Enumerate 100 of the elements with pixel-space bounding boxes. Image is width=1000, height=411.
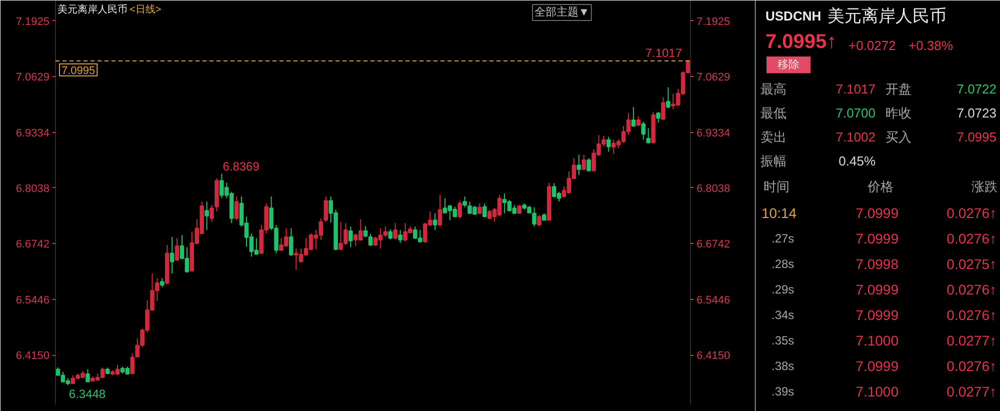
y-tick-label: 6.4150 (16, 350, 50, 362)
y-tick-label: 6.9334 (16, 127, 50, 140)
text: 卖出 (760, 130, 786, 145)
text: 7.0999 (856, 281, 899, 298)
candlestick (646, 128, 650, 144)
text: 涨跌 (972, 178, 998, 194)
candlestick (582, 154, 586, 170)
candlestick (432, 212, 438, 231)
text: 0.0275↑ (946, 256, 997, 272)
y-tick-label: 6.8038 (16, 182, 50, 195)
y2-tick-label: 6.6742 (696, 238, 730, 251)
candlestick (234, 196, 239, 221)
text: 开盘 (886, 81, 912, 96)
text: 0.0277↑ (946, 384, 997, 400)
candlestick (348, 226, 353, 248)
candlestick (537, 214, 542, 227)
candlestick (458, 200, 462, 219)
candlestick (462, 196, 467, 208)
ref-line-label: 7.0995 (62, 64, 96, 77)
text: 昨收 (886, 106, 912, 121)
text: 0.0276↑ (946, 307, 997, 324)
text: 7.1000 (856, 384, 899, 400)
candlestick (586, 158, 591, 172)
text: 0.0276↑ (946, 358, 997, 374)
text: .27s (772, 231, 794, 246)
chart-title: 美元离岸人民币 (58, 4, 128, 16)
candlestick (517, 204, 522, 215)
text: 7.1017 (836, 81, 876, 96)
candlestick (160, 278, 164, 288)
text: 7.0999 (856, 307, 899, 324)
candlestick (478, 202, 482, 215)
y2-tick-label: 6.9334 (696, 127, 730, 140)
candlestick (482, 202, 487, 218)
candlestick (368, 233, 373, 246)
candlestick (174, 238, 180, 262)
text: 最低 (760, 106, 786, 121)
text: 7.0999 (856, 358, 899, 374)
text: .29s (772, 282, 794, 296)
candlestick (636, 116, 641, 126)
candlestick (641, 121, 646, 140)
text: 7.0998 (856, 256, 899, 272)
text: 7.0999 (856, 204, 899, 221)
annotation: 全部主题▼ (534, 6, 590, 18)
text: +0.0272 (848, 38, 896, 54)
annotation: 6.3448 (68, 387, 106, 402)
text: +0.38% (908, 38, 954, 54)
y-tick-label: 7.0629 (16, 72, 50, 84)
candlestick (393, 222, 398, 240)
text: .28s (772, 256, 794, 271)
y-tick-label: 6.5446 (16, 294, 50, 306)
text: .38s (772, 359, 794, 374)
text: 0.0276↑ (946, 230, 997, 246)
text: 0.0277↑ (946, 332, 997, 349)
text: 价格 (866, 178, 894, 194)
text: 振幅 (760, 154, 786, 169)
candlestick (438, 194, 442, 227)
text: 移除 (778, 58, 800, 71)
chart-subtitle: <日线> (130, 4, 162, 16)
text: 7.1002 (836, 130, 876, 145)
y2-tick-label: 6.5446 (696, 294, 730, 306)
text: 买入 (886, 130, 912, 145)
text: 时间 (764, 178, 790, 194)
text: .34s (772, 308, 794, 322)
text: 最高 (760, 81, 786, 96)
text: 美元离岸人民币 (827, 6, 946, 26)
text: 7.1000 (856, 332, 899, 349)
candlestick (170, 236, 174, 274)
text: 7.0722 (956, 81, 997, 96)
text: 7.0995↑ (766, 30, 837, 53)
text: 7.0700 (836, 106, 876, 121)
annotation: 7.1017 (645, 46, 682, 60)
y2-tick-label: 7.0629 (696, 72, 730, 84)
candlestick (324, 196, 328, 222)
text: 0.0276↑ (946, 281, 997, 298)
text: .35s (772, 334, 794, 348)
candlestick (656, 111, 660, 124)
text: 10:14 (762, 204, 797, 221)
y2-tick-label: 6.8038 (696, 182, 730, 195)
candlestick (631, 106, 636, 128)
y2-tick-label: 6.4150 (696, 350, 730, 362)
candlestick (86, 368, 90, 382)
candlestick (606, 136, 611, 152)
text: 0.0276↑ (946, 204, 997, 221)
y2-tick-label: 7.1925 (696, 16, 730, 28)
candlestick (576, 154, 582, 176)
y-tick-label: 7.1925 (16, 16, 50, 28)
candlestick (363, 226, 368, 238)
text: 7.0999 (856, 230, 899, 246)
text: .39s (772, 384, 794, 399)
text: 0.45% (838, 154, 876, 169)
candlestick (398, 230, 402, 244)
text: 7.0995 (956, 130, 997, 145)
annotation: 6.8369 (222, 160, 260, 174)
candlestick (388, 228, 392, 240)
candlestick (666, 86, 670, 109)
candlestick (210, 204, 214, 222)
text: 7.0723 (956, 106, 997, 121)
text: USDCNH (766, 8, 822, 24)
candlestick (661, 96, 666, 120)
candlestick (289, 228, 294, 256)
